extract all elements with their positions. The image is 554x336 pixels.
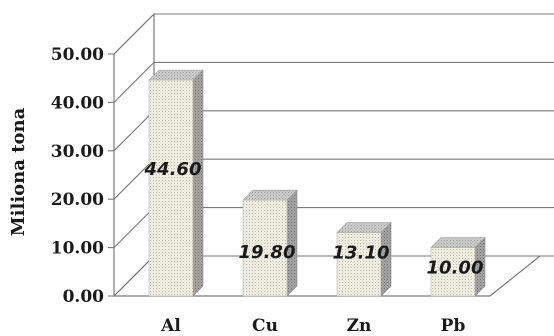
bar-top <box>242 189 298 201</box>
bar-pb: 10.00 <box>427 236 486 297</box>
x-category-label: Cu <box>252 316 278 336</box>
gridline <box>113 13 554 55</box>
y-tick-label: 20.00 <box>51 190 104 210</box>
y-tick-label: 10.00 <box>51 239 104 259</box>
floor-right-edge <box>489 255 541 297</box>
back-wall-left-edge <box>113 14 155 297</box>
bar-top <box>336 222 392 233</box>
x-category-label: Pb <box>441 316 466 336</box>
data-label: 19.80 <box>239 242 296 263</box>
x-category-label: Zn <box>347 316 372 336</box>
y-axis-ticks: 0.00 10.00 20.00 30.00 40.00 50.00 <box>51 45 114 307</box>
data-label: 44.60 <box>144 159 202 180</box>
bar-al: 44.60 <box>144 69 204 297</box>
bar-top <box>430 237 486 248</box>
y-tick-label: 40.00 <box>51 93 104 113</box>
bar-face <box>148 79 194 297</box>
bar-face <box>430 247 476 297</box>
x-category-label: Al <box>160 316 181 336</box>
y-axis-label: Miliona tona <box>8 107 29 236</box>
y-tick-label: 50.00 <box>51 45 104 65</box>
bar-top <box>148 69 204 81</box>
bar-face <box>242 199 288 297</box>
y-tick-label: 30.00 <box>51 142 104 162</box>
bar-face <box>336 232 382 297</box>
data-label: 10.00 <box>427 258 484 279</box>
y-tick-label: 0.00 <box>63 287 105 307</box>
x-axis-categories: Al Cu Zn Pb <box>160 316 465 336</box>
bar-side <box>192 69 204 297</box>
data-label: 13.10 <box>333 243 390 264</box>
bar-zn: 13.10 <box>333 221 392 297</box>
bars: 44.60 19.80 13.10 10.00 <box>144 69 486 297</box>
gridline <box>113 61 554 103</box>
bar-cu: 19.80 <box>239 189 298 297</box>
